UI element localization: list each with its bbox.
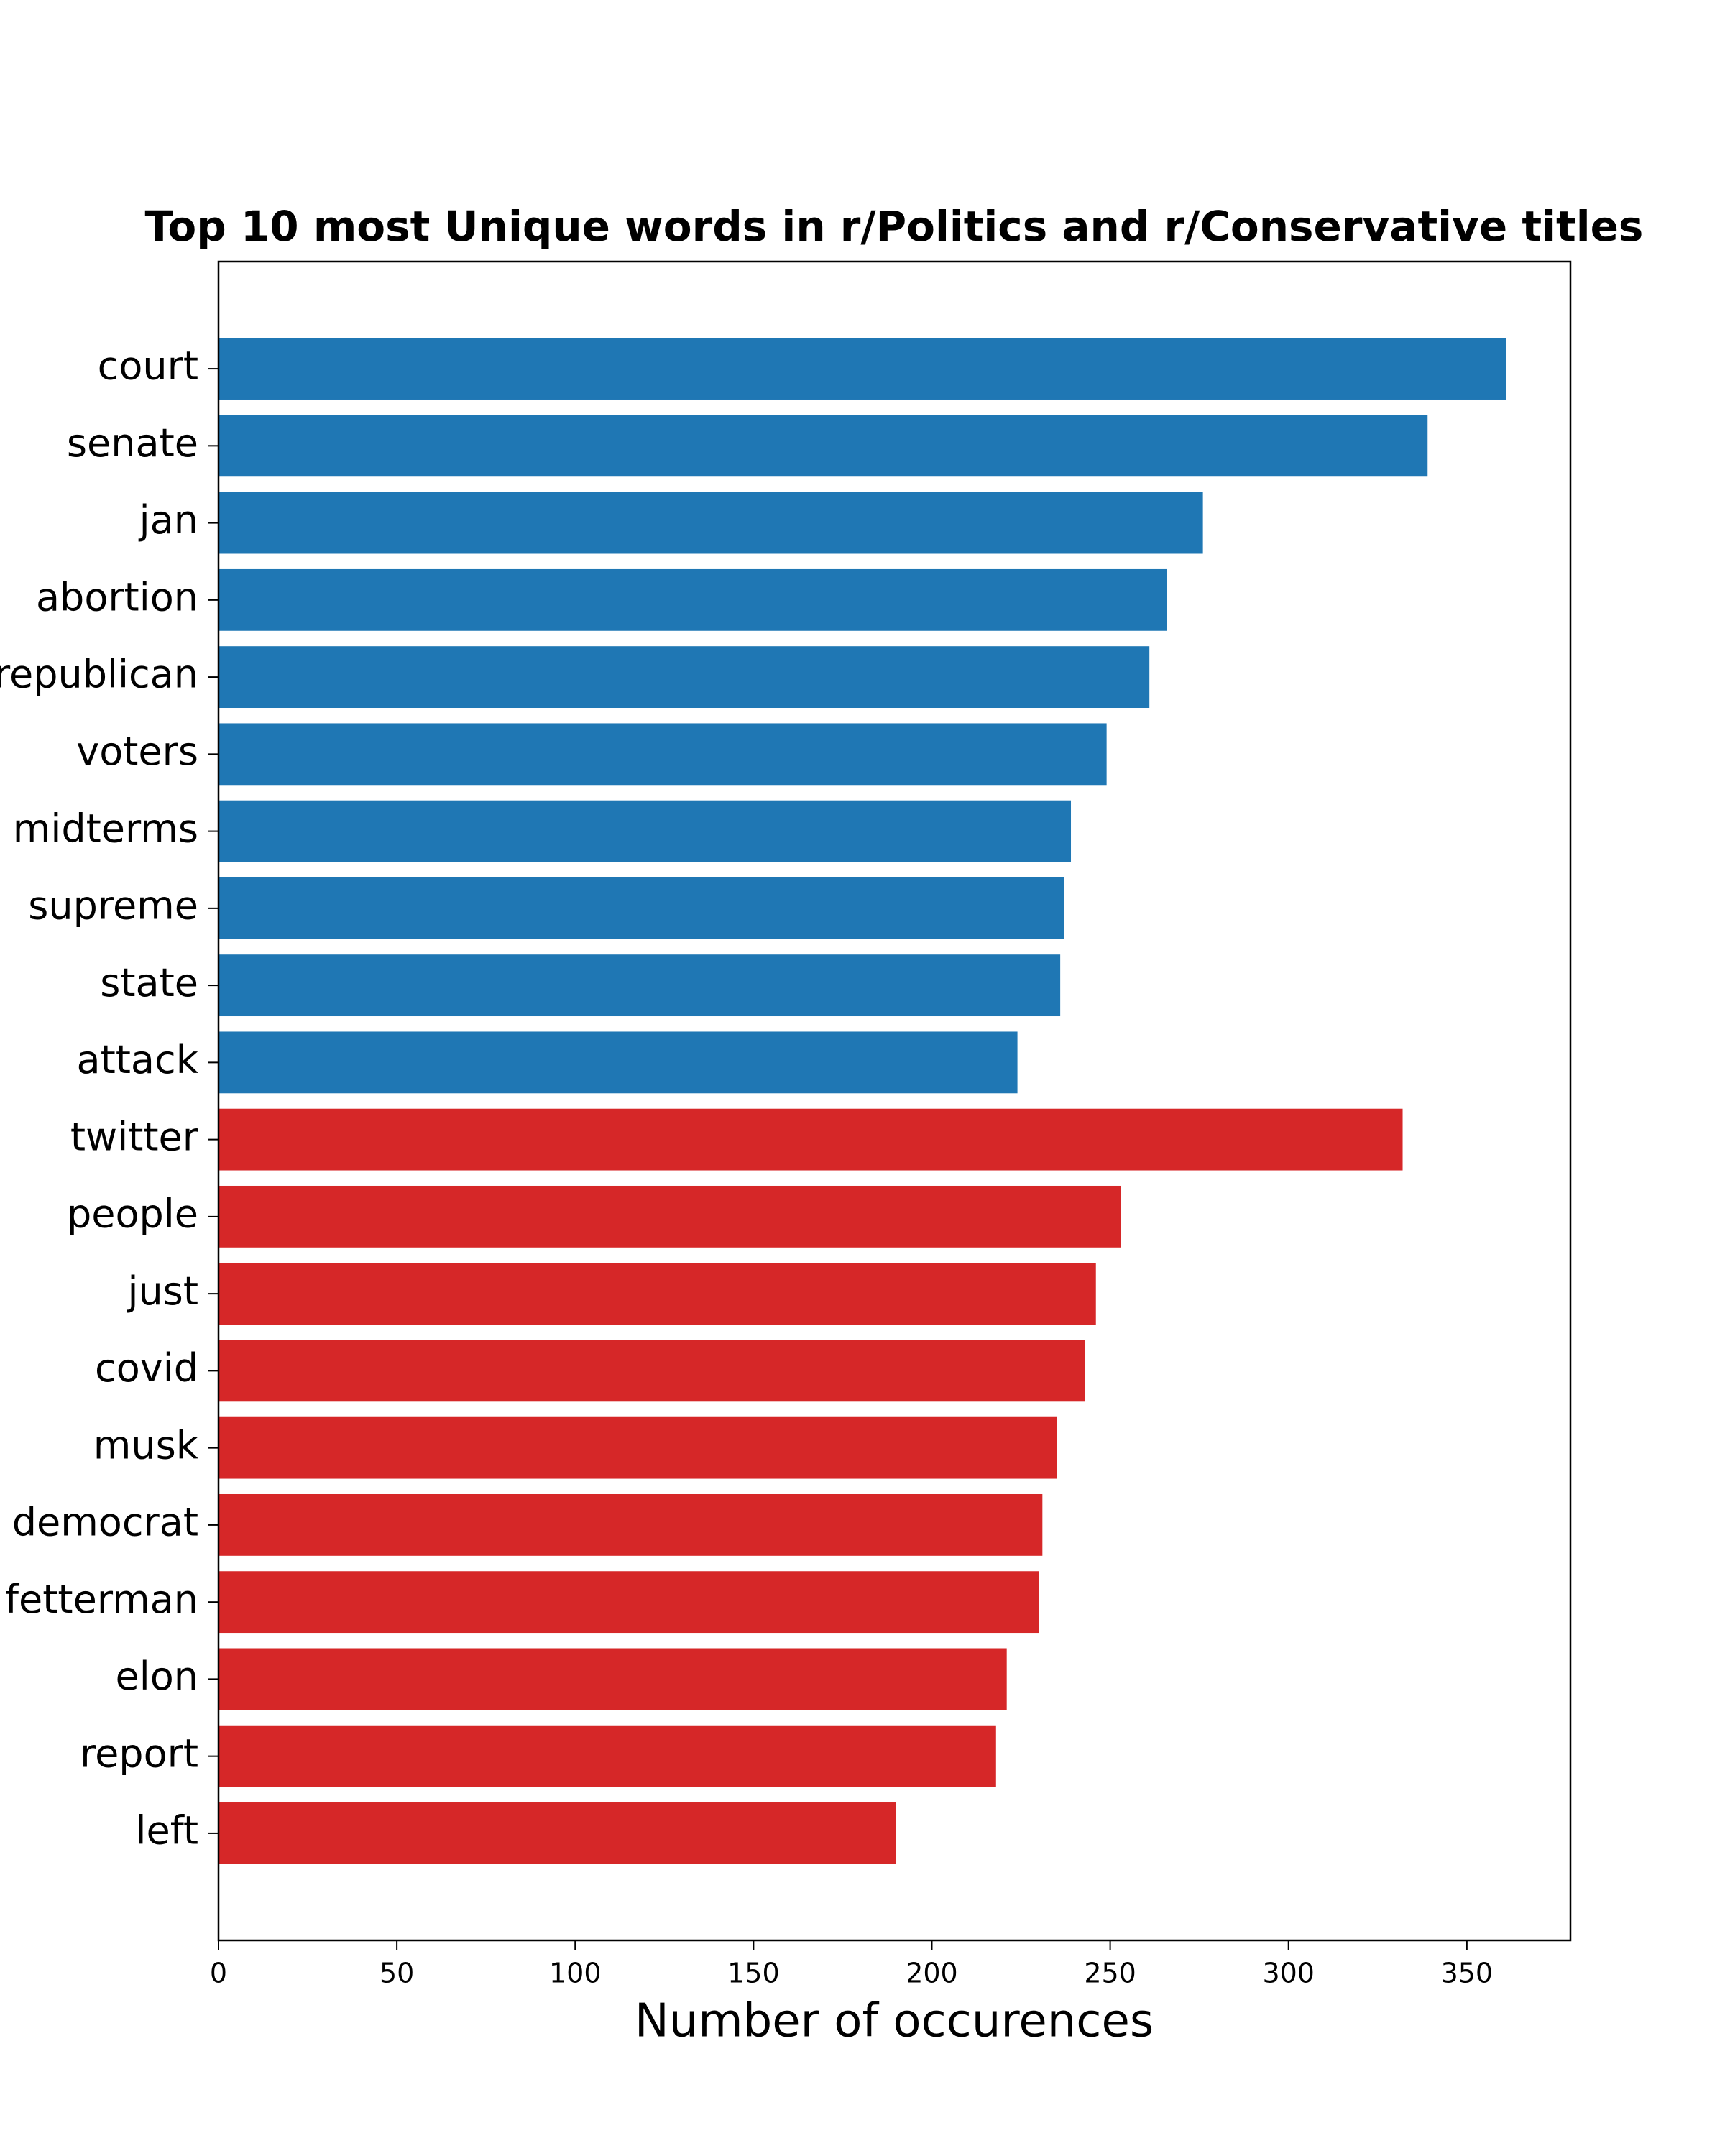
y-tick-label: covid bbox=[95, 1345, 198, 1391]
y-tick-label: people bbox=[67, 1192, 198, 1237]
bar bbox=[218, 568, 1167, 631]
x-tick-label: 250 bbox=[1084, 1958, 1136, 1989]
bar bbox=[218, 954, 1061, 1017]
bar bbox=[218, 1416, 1057, 1479]
bar bbox=[218, 338, 1506, 400]
y-tick-label: report bbox=[80, 1731, 198, 1776]
bar bbox=[218, 1031, 1018, 1094]
x-tick-label: 150 bbox=[727, 1958, 780, 1989]
chart-title: Top 10 most Unique words in r/Politics a… bbox=[145, 202, 1644, 251]
bar bbox=[218, 1571, 1039, 1634]
y-tick-label: voters bbox=[76, 729, 198, 774]
y-tick-label: court bbox=[98, 344, 198, 389]
bar bbox=[218, 1493, 1043, 1556]
y-tick-label: fetterman bbox=[5, 1577, 198, 1622]
y-tick-label: abortion bbox=[36, 574, 198, 619]
y-tick-label: twitter bbox=[70, 1114, 199, 1159]
bar bbox=[218, 877, 1064, 939]
y-tick-label: just bbox=[126, 1268, 198, 1314]
y-tick-label: left bbox=[136, 1808, 198, 1853]
bar bbox=[218, 1263, 1096, 1325]
y-tick-label: midterms bbox=[13, 806, 198, 851]
y-tick-label: senate bbox=[67, 420, 198, 466]
x-axis-label: Number of occurences bbox=[635, 1995, 1154, 2048]
y-tick-label: elon bbox=[116, 1654, 199, 1699]
x-tick-label: 50 bbox=[380, 1958, 414, 1989]
y-tick-label: musk bbox=[93, 1422, 199, 1468]
bar bbox=[218, 1802, 896, 1864]
x-tick-label: 350 bbox=[1441, 1958, 1494, 1989]
bar bbox=[218, 415, 1428, 477]
y-tick-label: attack bbox=[77, 1037, 199, 1082]
y-tick-label: state bbox=[100, 960, 198, 1005]
y-tick-label: democrat bbox=[12, 1500, 198, 1545]
bar bbox=[218, 1340, 1085, 1402]
bar bbox=[218, 800, 1072, 862]
bar bbox=[218, 646, 1150, 709]
bar bbox=[218, 1648, 1007, 1710]
x-tick-label: 0 bbox=[210, 1958, 227, 1989]
y-tick-label: supreme bbox=[28, 883, 198, 929]
bar bbox=[218, 1108, 1403, 1171]
bar bbox=[218, 723, 1107, 786]
bar bbox=[218, 1725, 996, 1787]
x-tick-label: 100 bbox=[549, 1958, 602, 1989]
bar bbox=[218, 1185, 1121, 1248]
x-tick-label: 300 bbox=[1262, 1958, 1315, 1989]
bar bbox=[218, 492, 1203, 554]
y-tick-label: jan bbox=[139, 497, 198, 543]
x-tick-label: 200 bbox=[906, 1958, 958, 1989]
plot-frame bbox=[217, 260, 1572, 1942]
y-tick-label: republican bbox=[0, 652, 198, 697]
